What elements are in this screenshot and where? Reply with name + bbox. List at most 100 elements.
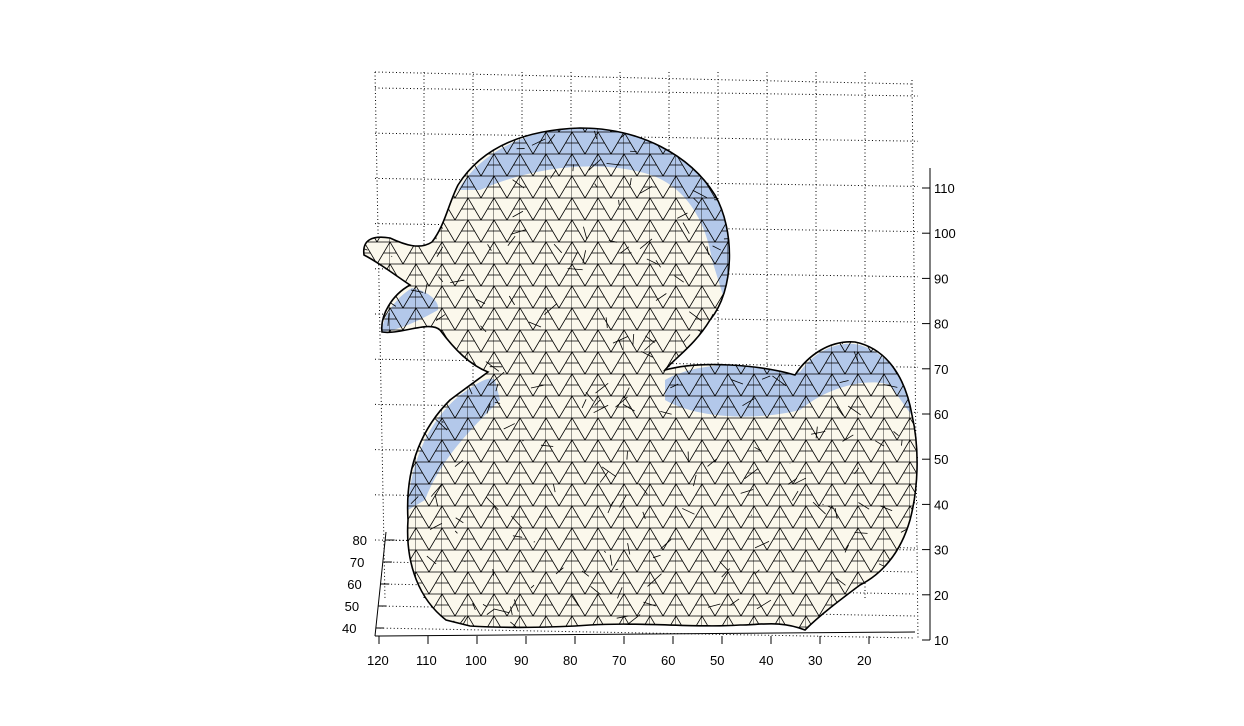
mesh-edge [472, 602, 476, 611]
mesh-edge [363, 297, 371, 300]
mesh-edge [732, 123, 733, 126]
mesh-edge [608, 239, 618, 243]
y-axis-line [374, 531, 387, 637]
mesh-edge [683, 334, 691, 343]
mesh-edge [607, 501, 614, 514]
mesh-edge [740, 489, 754, 494]
mesh-edge [392, 168, 403, 182]
mesh-edge [609, 554, 613, 566]
mesh-edge [387, 313, 390, 326]
mesh-edge [689, 311, 702, 322]
y-tick-label: 70 [350, 555, 364, 570]
mesh-edge [791, 490, 799, 501]
mesh-edge [855, 141, 862, 150]
x-tick-label: 40 [759, 653, 773, 668]
mesh-edge [413, 223, 424, 234]
mesh-edge [643, 601, 656, 607]
mesh-edge [692, 189, 708, 199]
grid-right-edge [911, 79, 919, 641]
mesh-edge [495, 383, 499, 392]
mesh-edge [844, 544, 849, 553]
mesh-edge [373, 203, 381, 210]
mesh-edge [387, 206, 400, 211]
y-tick-label: 40 [342, 621, 356, 636]
mesh-edge [617, 587, 623, 599]
mesh-edge [599, 471, 609, 483]
mesh-edge [823, 619, 833, 628]
x-tick-label: 30 [808, 653, 822, 668]
mesh-edge [820, 213, 826, 217]
mesh-edge [839, 380, 849, 383]
mesh-edge [417, 370, 421, 379]
mesh-edge [581, 399, 587, 409]
mesh-edge [848, 405, 861, 416]
mesh-edge [647, 573, 662, 587]
mesh-edge [434, 418, 448, 431]
z-tick-label: 110 [934, 181, 955, 196]
grid-horizontal [374, 87, 919, 97]
mesh-edge [729, 598, 740, 606]
mesh-edge [531, 138, 546, 146]
mesh-edge [386, 334, 393, 340]
mesh-edge [507, 235, 516, 246]
z-tick-label: 20 [934, 588, 948, 603]
mesh-edge [366, 285, 373, 299]
mesh-edge [652, 554, 661, 559]
mesh-edge [590, 586, 601, 595]
mesh-edge [811, 431, 826, 435]
mesh-edge [802, 132, 804, 138]
mesh-edge [719, 561, 729, 572]
mesh-edge [438, 276, 444, 283]
mesh-edge [595, 382, 609, 394]
mesh-edge [893, 431, 899, 436]
mesh-edge [858, 502, 870, 510]
mesh-edge [583, 226, 588, 239]
mesh-edge [815, 426, 818, 439]
mesh-edge [390, 562, 404, 575]
mesh-edge [754, 541, 770, 549]
mesh-edge [475, 298, 486, 304]
mesh-edge [427, 343, 442, 352]
mesh-edge [450, 279, 465, 284]
mesh-edge [494, 401, 501, 404]
mesh-edge [612, 336, 628, 344]
mesh-edge [693, 474, 697, 487]
mesh-edge [454, 530, 458, 534]
mesh-edge [486, 608, 495, 615]
mesh-edge [756, 599, 772, 610]
mesh-edge [674, 275, 684, 283]
mesh-edge [363, 245, 368, 251]
mesh-edge [737, 271, 747, 277]
x-tick-label: 80 [563, 653, 577, 668]
mesh-edge [552, 483, 556, 493]
mesh-edge [606, 163, 621, 166]
axes [374, 168, 931, 644]
mesh-edge [812, 501, 826, 515]
mesh-edge [819, 239, 833, 250]
z-tick-label: 50 [934, 452, 948, 467]
mesh-edge [528, 321, 542, 328]
mesh-edge [486, 496, 499, 511]
mesh-edge [702, 345, 705, 355]
mesh-edge [429, 523, 443, 530]
mesh-edge [410, 496, 419, 505]
mesh-edge [834, 507, 838, 519]
mesh-edge [894, 360, 910, 371]
mesh-edge [434, 131, 443, 142]
mesh-edge [485, 361, 500, 372]
mesh-edge [744, 468, 759, 479]
mesh-edge [513, 599, 519, 612]
mesh-edge [706, 158, 710, 170]
mesh-edge [743, 128, 755, 133]
mesh-edge [725, 324, 734, 333]
mesh-edge [893, 571, 903, 581]
mesh-edge [842, 434, 854, 442]
mesh-edge [622, 403, 635, 412]
mesh-edge [601, 466, 617, 478]
mesh-edge [593, 404, 609, 414]
mesh-edge [571, 252, 578, 264]
x-tick-label: 100 [465, 653, 487, 668]
z-tick-labels: 10 20 30 40 50 60 70 80 90 100 110 [934, 181, 956, 648]
mesh-edge [915, 342, 918, 346]
mesh-edge [550, 169, 557, 179]
